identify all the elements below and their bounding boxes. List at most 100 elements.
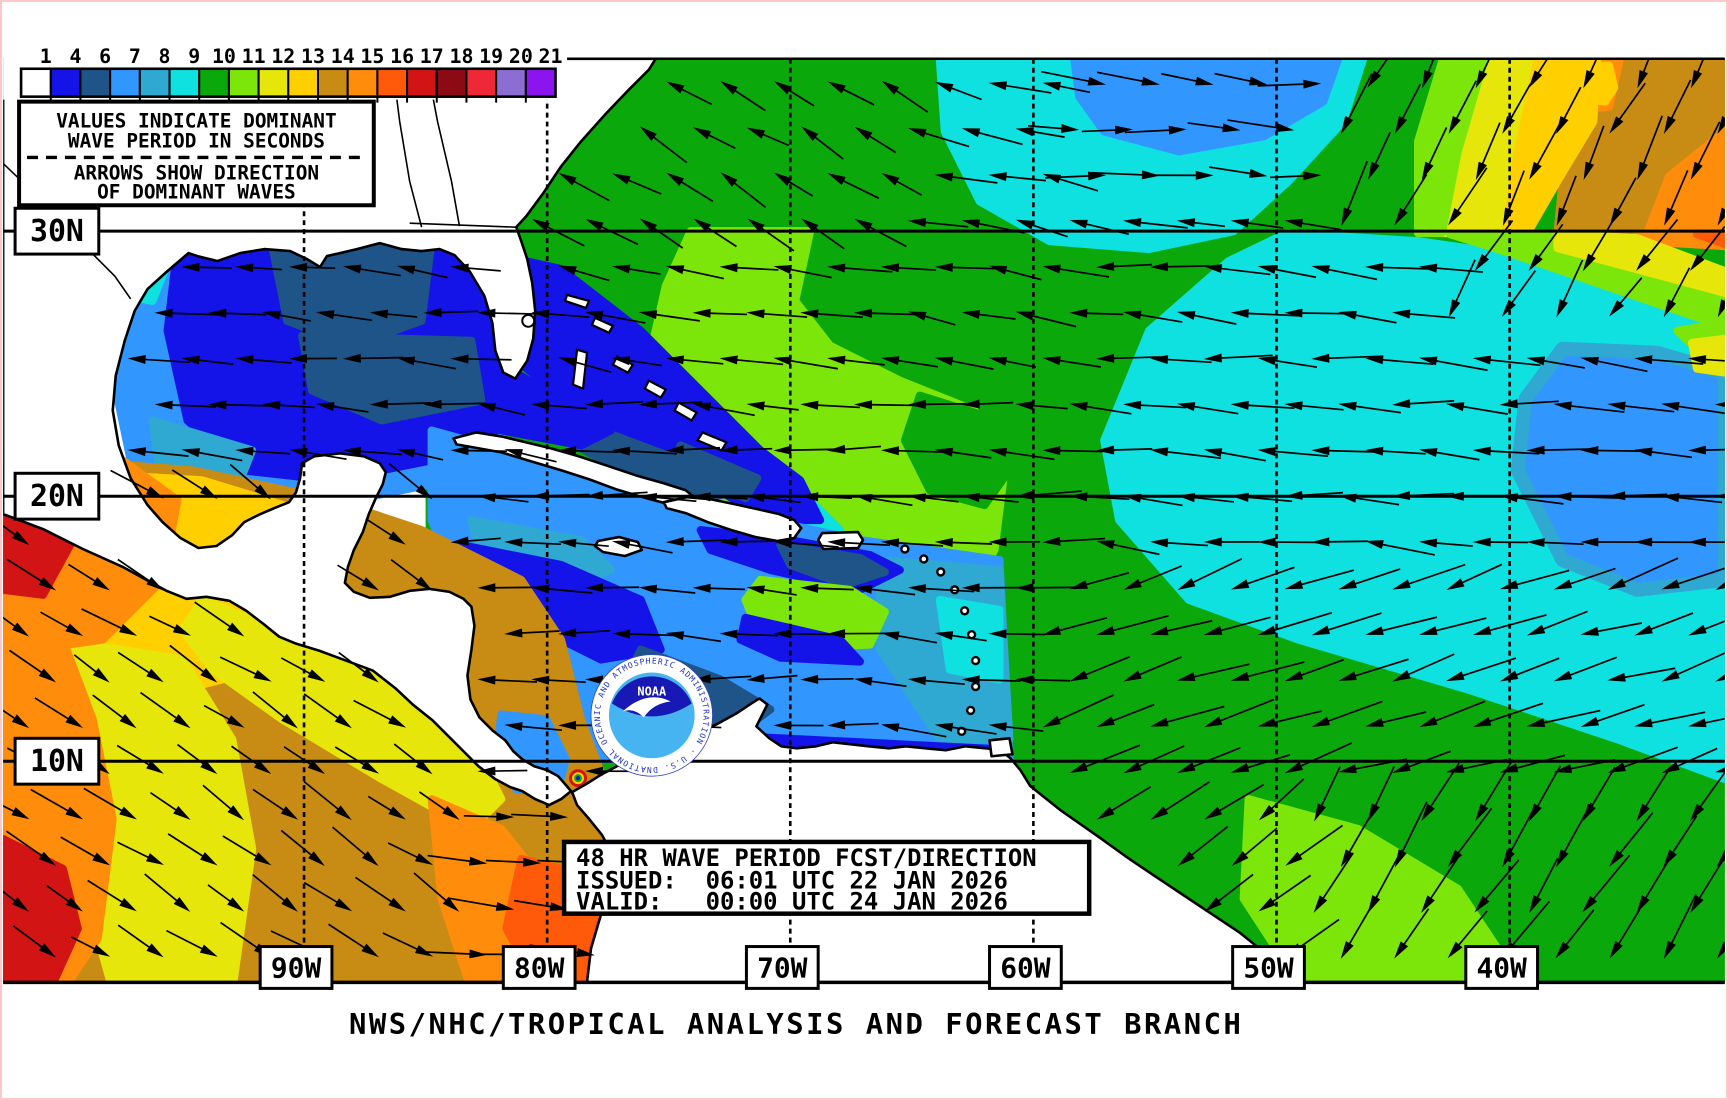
wave-arrow-head [1338,401,1357,411]
wave-arrow-head [585,399,604,409]
wave-arrow-head [1087,171,1107,181]
wave-arrow-head [1285,851,1303,866]
wave-arrow-head [1069,670,1088,682]
wave-arrow-head [585,219,604,231]
wave-arrow-head [388,715,407,728]
wave-arrow-head [1690,161,1703,180]
wave-arrow-head [934,172,954,182]
wave-arrow-head [1150,806,1169,820]
wave-arrow-head [639,126,657,141]
wave-arrow-head [1580,356,1599,366]
legend-cell-11 [227,67,260,98]
wave-arrow-head [1419,356,1438,366]
wave-arrow-head [907,584,927,594]
wave-arrow-head [1284,761,1304,774]
wave-arrow-head [1583,70,1595,89]
wave-arrow-head [1445,491,1464,501]
wave-arrow-head [1500,670,1519,682]
wave-arrow-head [38,577,57,591]
wave-arrow-head [1149,538,1169,548]
wave-arrow-head [934,631,954,641]
wave-arrow-head [334,805,352,821]
wave-arrow-head [746,127,766,139]
wave-region-11s [1413,58,1489,238]
wave-arrow-head [1663,299,1677,318]
wave-arrow-head [1123,761,1142,774]
wave-arrow-head [773,356,792,366]
legend-value-19: 19 [479,45,503,68]
wave-arrow-head [1394,115,1407,134]
wave-arrow-head [719,355,738,365]
wave-arrow-head [442,805,460,820]
wave-arrow-head [1368,161,1380,180]
wave-arrow-head [1714,493,1725,499]
wave-arrow-head [558,720,577,730]
legend-value-17: 17 [420,45,444,68]
wave-arrow-head [638,492,658,502]
wave-arrow-head [396,448,416,458]
wave-arrow-head [1526,538,1545,548]
legend-note-line1: VALUES INDICATE DOMINANT [56,110,336,133]
wave-arrow-head [173,714,191,729]
wave-arrow-head [800,583,819,593]
wave-arrow-head [1176,402,1196,412]
lesser-antilles-island [959,606,970,616]
legend-cell-21 [524,67,557,98]
legend-cell-15 [346,67,379,98]
wave-arrow-head [235,355,254,365]
wave-arrow-head [396,356,416,366]
wave-arrow-head [1394,207,1408,226]
wave-arrow-head [504,722,523,732]
wave-arrow-head [1311,716,1331,728]
wave-arrow-head [773,629,792,639]
wave-arrow-head [146,486,164,499]
wave-arrow-head [1553,401,1572,411]
info-box-valid: VALID: 00:00 UTC 24 JAN 2026 [576,888,1008,916]
wave-arrow-head [827,538,846,548]
wave-arrow-head [1582,895,1598,913]
wave-arrow-head [415,576,433,591]
wave-arrow-head [1284,218,1303,228]
wave-arrow-head [1717,941,1725,959]
latitude-label-10N: 10N [30,744,84,779]
wave-arrow-head [1203,264,1223,274]
wave-arrow-head [1634,447,1653,457]
footer-title: NWS/NHC/TROPICAL ANALYSIS AND FORECAST B… [349,1007,1243,1041]
wave-arrow-head [1150,717,1169,727]
wave-arrow-head [1230,400,1249,410]
wave-arrow-head [665,537,684,547]
wave-arrow-head [827,81,846,94]
wave-arrow-head [1204,716,1223,728]
wave-arrow-head [854,676,873,686]
wave-arrow-head [773,538,792,548]
wave-arrow-head [1284,580,1304,590]
wave-region-9s [935,595,1004,684]
wave-arrow-head [585,583,604,593]
wave-arrow-head [1249,168,1268,178]
land-north-central-america [3,58,658,807]
wave-arrow-head [774,81,792,95]
wave-arrow-head [1248,76,1268,86]
wave-arrow-head [1275,123,1295,133]
wave-arrow-head [145,853,165,866]
longitude-label-60W: 60W [1000,951,1051,984]
wave-arrow-head [827,629,846,639]
wave-arrow-head [226,715,245,728]
wave-arrow-head [611,446,631,456]
wave-arrow-head [1529,803,1542,822]
wave-arrow-head [1311,537,1330,547]
wave-arrow-head [746,309,765,319]
wave-arrow-head [1422,70,1433,89]
wave-arrow-head [1177,762,1196,774]
wave-arrow-head [746,493,765,503]
wave-arrow-head [1177,851,1195,866]
wave-arrow-head [504,449,523,458]
wave-arrow-head [1501,299,1516,317]
wave-arrow-head [415,759,433,775]
wave-arrow-head [1204,806,1223,820]
info-box-frame [561,839,1092,916]
wave-arrow-head [200,668,218,683]
wave-arrow-head [1069,402,1088,412]
wave-arrow-head [1176,672,1196,682]
